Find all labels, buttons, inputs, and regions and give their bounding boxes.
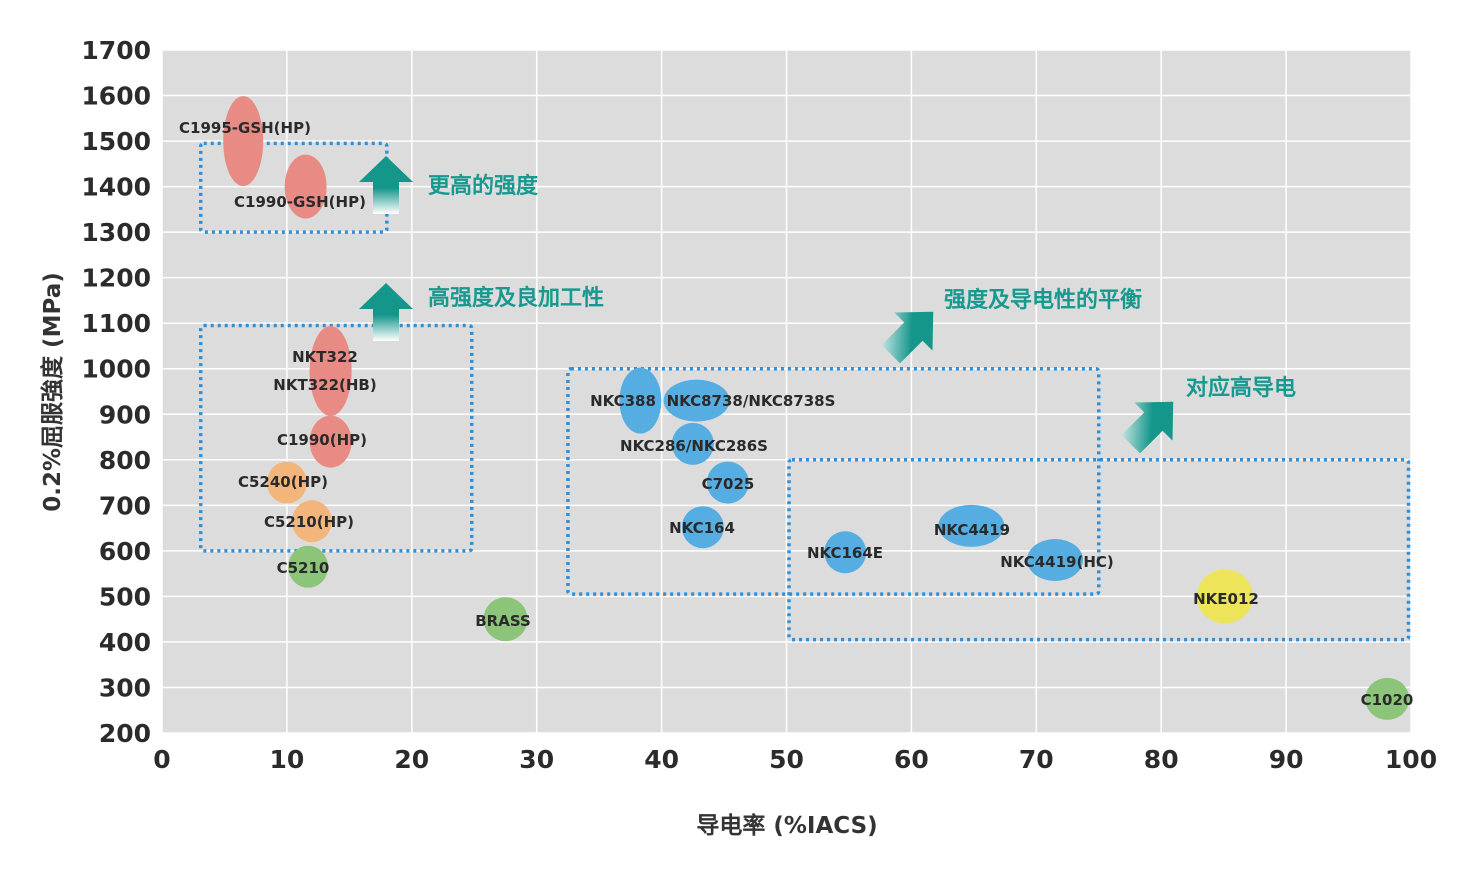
data-point xyxy=(938,504,1005,547)
y-tick-label: 600 xyxy=(99,537,151,566)
x-tick-label: 90 xyxy=(1269,745,1304,774)
data-label: C7025 xyxy=(702,475,755,493)
y-tick-label: 400 xyxy=(99,628,151,657)
up-arrow-icon xyxy=(359,156,413,214)
data-point xyxy=(663,379,730,422)
y-tick-label: 1200 xyxy=(81,264,151,293)
data-point xyxy=(288,545,329,588)
data-point xyxy=(681,506,724,549)
x-tick-label: 60 xyxy=(894,745,929,774)
data-label: C5210(HP) xyxy=(264,513,354,531)
x-tick-label: 80 xyxy=(1144,745,1179,774)
data-point xyxy=(483,597,528,642)
data-label: NKC8738/NKC8738S xyxy=(667,392,836,410)
x-tick-label: 40 xyxy=(644,745,679,774)
bubble-labels: C1995-GSH(HP) C1990-GSH(HP) NKT322 NKT322(H… xyxy=(179,119,1413,709)
y-tick-label: 1400 xyxy=(81,173,151,202)
y-tick-label: 1000 xyxy=(81,355,151,384)
data-point xyxy=(824,531,867,574)
y-tick-label: 500 xyxy=(99,582,151,611)
data-label: NKC164E xyxy=(807,544,883,562)
data-label: NKC4419(HC) xyxy=(1000,553,1114,571)
data-label: NKE012 xyxy=(1193,590,1259,608)
tick-labels: 0 10 20 30 40 50 60 70 80 90 100 200 300 400 500 600 700… xyxy=(81,36,1437,774)
box-balance xyxy=(566,366,1101,596)
x-tick-label: 0 xyxy=(153,745,170,774)
data-point xyxy=(309,415,352,468)
box-strength-workability xyxy=(198,323,474,553)
y-tick-label: 1700 xyxy=(81,36,151,65)
data-point xyxy=(309,326,352,417)
data-label: NKC388 xyxy=(590,392,656,410)
data-label: NKC286/NKC286S xyxy=(620,437,768,455)
annotation-label: 对应高导电 xyxy=(1186,375,1296,401)
data-point xyxy=(1027,538,1084,581)
data-point xyxy=(671,422,714,465)
annotation-label: 强度及导电性的平衡 xyxy=(944,287,1142,313)
data-point xyxy=(1196,569,1253,624)
y-tick-label: 800 xyxy=(99,446,151,475)
data-label: C1995-GSH(HP) xyxy=(179,119,311,137)
y-tick-label: 300 xyxy=(99,673,151,702)
y-axis-label: 0.2%屈服強度 (MPa) xyxy=(39,272,66,511)
annotation-label: 高强度及良加工性 xyxy=(428,285,604,311)
diagonal-arrow-icon xyxy=(1121,401,1174,454)
data-label: NKT322 xyxy=(292,348,358,366)
data-point xyxy=(284,154,327,219)
diagonal-arrow-icon xyxy=(881,311,934,364)
data-point xyxy=(619,367,662,434)
data-point xyxy=(223,96,264,187)
y-tick-label: 900 xyxy=(99,400,151,429)
data-point xyxy=(266,461,307,504)
up-arrow-icon xyxy=(359,283,413,341)
x-tick-label: 100 xyxy=(1385,745,1437,774)
data-label: C1990-GSH(HP) xyxy=(234,193,366,211)
x-axis-label: 导电率 (%IACS) xyxy=(696,812,877,839)
bubble-layer xyxy=(223,96,1410,720)
x-tick-label: 70 xyxy=(1019,745,1054,774)
data-label: NKT322(HB) xyxy=(273,376,376,394)
data-label: C5210 xyxy=(277,559,330,577)
data-point xyxy=(1365,677,1410,720)
x-tick-label: 30 xyxy=(519,745,554,774)
y-tick-label: 1100 xyxy=(81,309,151,338)
gridlines xyxy=(161,49,1412,734)
y-tick-label: 700 xyxy=(99,491,151,520)
x-tick-label: 10 xyxy=(270,745,305,774)
y-tick-label: 200 xyxy=(99,719,151,748)
x-tick-label: 50 xyxy=(769,745,804,774)
data-label: BRASS xyxy=(475,612,531,630)
data-label: C1020 xyxy=(1361,691,1414,709)
data-label: NKC4419 xyxy=(934,521,1010,539)
x-tick-label: 20 xyxy=(394,745,429,774)
data-label: C1990(HP) xyxy=(277,431,367,449)
y-tick-label: 1600 xyxy=(81,82,151,111)
data-label: NKC164 xyxy=(669,519,735,537)
data-point xyxy=(706,461,749,504)
annotation-label: 更高的强度 xyxy=(428,173,539,199)
y-tick-label: 1300 xyxy=(81,218,151,247)
data-point xyxy=(291,500,332,543)
data-label: C5240(HP) xyxy=(238,473,328,491)
y-tick-label: 1500 xyxy=(81,127,151,156)
